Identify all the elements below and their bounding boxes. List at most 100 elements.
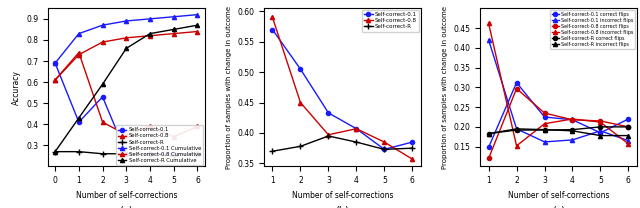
Self-correct-0.1 incorrect flips: [569, 139, 577, 141]
Self-correct-0.8 incorrect flips: [625, 143, 632, 145]
Self-correct-0.8 incorrect flips: [569, 118, 577, 120]
Self-correct-0.8: [353, 128, 360, 130]
Self-correct-0.1 correct flips: [484, 146, 492, 149]
Self-correct-R incorrect flips: [513, 128, 520, 130]
Self-correct-0.8 incorrect flips: [484, 22, 492, 25]
Self-correct-0.1: [146, 152, 154, 155]
Self-correct-0.8 correct flips: [569, 119, 577, 121]
Text: (a): (a): [120, 206, 133, 208]
Self-correct-0.8: [296, 101, 304, 104]
Line: Self-correct-0.1 incorrect flips: Self-correct-0.1 incorrect flips: [486, 38, 630, 144]
Line: Self-correct-0.8 incorrect flips: Self-correct-0.8 incorrect flips: [486, 21, 630, 148]
Legend: Self-correct-0.1 correct flips, Self-correct-0.1 incorrect flips, Self-correct-0: Self-correct-0.1 correct flips, Self-cor…: [550, 10, 636, 48]
Line: Self-correct-0.8: Self-correct-0.8: [53, 51, 200, 139]
Self-correct-0.1: [51, 62, 59, 64]
Self-correct-0.1 correct flips: [569, 119, 577, 121]
Self-correct-0.8: [324, 134, 332, 136]
Legend: Self-correct-0.1, Self-correct-0.8, Self-correct-R: Self-correct-0.1, Self-correct-0.8, Self…: [362, 10, 419, 32]
Self-correct-R correct flips: [484, 132, 492, 135]
Self-correct-0.1: [324, 112, 332, 114]
Self-correct-R incorrect flips: [596, 134, 604, 137]
Self-correct-0.8: [146, 125, 154, 128]
Self-correct-R: [381, 148, 388, 151]
Legend: Self-correct-0.1, Self-correct-0.8, Self-correct-R, Self-correct-0.1 Cumulative,: Self-correct-0.1, Self-correct-0.8, Self…: [116, 125, 203, 165]
Self-correct-R Cumulative: [75, 117, 83, 119]
Self-correct-0.8 Cumulative: [170, 32, 177, 35]
Self-correct-0.1 incorrect flips: [625, 139, 632, 142]
Self-correct-R: [408, 147, 416, 149]
Self-correct-R: [146, 152, 154, 155]
Self-correct-R correct flips: [596, 126, 604, 128]
Self-correct-0.8 incorrect flips: [541, 123, 548, 125]
Self-correct-R: [324, 135, 332, 137]
Self-correct-0.1 Cumulative: [146, 18, 154, 20]
Self-correct-R Cumulative: [51, 150, 59, 153]
Self-correct-R: [75, 150, 83, 153]
Self-correct-0.1 correct flips: [513, 81, 520, 84]
Self-correct-R: [269, 150, 276, 152]
Line: Self-correct-0.8: Self-correct-0.8: [271, 15, 414, 161]
Self-correct-R: [170, 155, 177, 157]
Self-correct-0.1 Cumulative: [194, 13, 202, 16]
Self-correct-0.8 Cumulative: [146, 35, 154, 37]
Line: Self-correct-0.1 Cumulative: Self-correct-0.1 Cumulative: [53, 12, 200, 65]
Self-correct-0.8: [75, 51, 83, 54]
Self-correct-0.8 Cumulative: [75, 53, 83, 56]
Self-correct-R Cumulative: [146, 32, 154, 35]
Self-correct-0.8 Cumulative: [51, 79, 59, 81]
Self-correct-R: [122, 152, 130, 155]
Self-correct-0.1 correct flips: [596, 131, 604, 134]
Self-correct-R correct flips: [625, 126, 632, 128]
Line: Self-correct-0.1: Self-correct-0.1: [53, 61, 200, 156]
Self-correct-0.8 correct flips: [625, 126, 632, 128]
Self-correct-0.1: [296, 68, 304, 70]
Self-correct-0.1 Cumulative: [122, 20, 130, 22]
Self-correct-0.1: [194, 152, 202, 155]
Self-correct-0.8: [99, 121, 106, 123]
Self-correct-0.1: [75, 121, 83, 123]
Line: Self-correct-R: Self-correct-R: [269, 133, 415, 154]
Self-correct-0.8: [122, 134, 130, 136]
Self-correct-R incorrect flips: [484, 132, 492, 135]
X-axis label: Number of self-corrections: Number of self-corrections: [76, 191, 177, 200]
Line: Self-correct-0.8 Cumulative: Self-correct-0.8 Cumulative: [53, 29, 200, 82]
Self-correct-R incorrect flips: [541, 128, 548, 131]
Self-correct-R Cumulative: [99, 83, 106, 85]
Self-correct-0.8: [408, 158, 416, 160]
Self-correct-R Cumulative: [122, 47, 130, 50]
Self-correct-0.8: [194, 125, 202, 128]
Self-correct-R: [353, 141, 360, 143]
Text: (b): (b): [335, 206, 349, 208]
Self-correct-0.1 incorrect flips: [484, 39, 492, 41]
Self-correct-0.8: [381, 141, 388, 143]
Self-correct-0.1 incorrect flips: [541, 141, 548, 143]
Line: Self-correct-R Cumulative: Self-correct-R Cumulative: [53, 23, 200, 154]
Self-correct-R incorrect flips: [625, 134, 632, 137]
Y-axis label: Proportion of samples with change in outcome: Proportion of samples with change in out…: [226, 6, 232, 169]
X-axis label: Number of self-corrections: Number of self-corrections: [508, 191, 609, 200]
Self-correct-R: [194, 152, 202, 155]
Self-correct-0.8 correct flips: [596, 120, 604, 122]
Self-correct-0.8 correct flips: [513, 87, 520, 90]
Y-axis label: Proportion of samples with change in outcome: Proportion of samples with change in out…: [442, 6, 448, 169]
Self-correct-0.8: [51, 79, 59, 81]
Text: (c): (c): [552, 206, 565, 208]
Self-correct-R correct flips: [541, 129, 548, 131]
Self-correct-0.1: [122, 152, 130, 155]
Self-correct-0.8: [269, 16, 276, 19]
Self-correct-R: [51, 150, 59, 153]
Self-correct-0.1 Cumulative: [51, 62, 59, 64]
Self-correct-R Cumulative: [170, 28, 177, 31]
Self-correct-0.8 Cumulative: [99, 41, 106, 43]
Self-correct-0.8 incorrect flips: [513, 145, 520, 147]
Y-axis label: Accuracy: Accuracy: [12, 70, 20, 105]
Self-correct-0.1: [99, 96, 106, 98]
Self-correct-R correct flips: [569, 128, 577, 131]
Self-correct-0.8 correct flips: [541, 112, 548, 114]
Self-correct-0.1: [381, 148, 388, 151]
Self-correct-0.1: [269, 28, 276, 31]
Self-correct-0.8 Cumulative: [194, 30, 202, 33]
Line: Self-correct-R incorrect flips: Self-correct-R incorrect flips: [486, 127, 630, 138]
Line: Self-correct-0.1: Self-correct-0.1: [271, 27, 414, 151]
Self-correct-0.1 Cumulative: [170, 16, 177, 18]
